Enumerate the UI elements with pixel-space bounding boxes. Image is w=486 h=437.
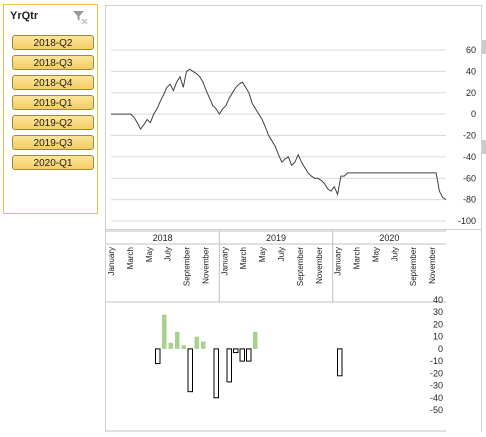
y-tick-label: -20	[463, 131, 476, 141]
bar	[201, 341, 206, 349]
bar	[213, 348, 219, 399]
bar	[194, 336, 199, 349]
line-chart-frame: 60 40 20 0 -20 -40 -60 -80 -100	[105, 5, 482, 230]
month-label: July	[277, 247, 286, 261]
slicer-item[interactable]: 2018-Q2	[12, 35, 94, 50]
bar	[162, 314, 167, 349]
month-label: March	[239, 247, 248, 269]
bar	[187, 348, 193, 393]
month-label: January	[107, 247, 116, 275]
month-label: May	[145, 247, 154, 262]
month-label: November	[315, 247, 324, 284]
yrqtr-slicer: YrQtr 2018-Q2 2018-Q3 2018-Q4 2019-Q1 2019-Q…	[3, 4, 98, 214]
y-tick-label: 20	[466, 88, 476, 98]
y-tick-label: -20	[430, 368, 443, 378]
bar	[181, 345, 186, 349]
y-tick-label: 20	[433, 319, 443, 329]
slicer-item[interactable]: 2019-Q3	[12, 135, 94, 150]
month-label: July	[164, 247, 173, 261]
month-label: March	[353, 247, 362, 269]
month-label: March	[126, 247, 135, 269]
y-tick-label: -60	[463, 173, 476, 183]
line-chart: 60 40 20 0 -20 -40 -60 -80 -100	[111, 45, 476, 226]
bar-chart-frame: 2018 2019 2020 January March May July September…	[105, 230, 482, 432]
y-tick-label: 60	[466, 45, 476, 55]
month-label: September	[296, 247, 305, 286]
month-label: September	[409, 247, 418, 286]
month-label: January	[334, 247, 343, 275]
clear-filter-icon[interactable]	[72, 9, 88, 25]
slicer-title: YrQtr	[10, 10, 39, 22]
slicer-item[interactable]: 2018-Q4	[12, 75, 94, 90]
bar-chart: 2018 2019 2020 January March May July September…	[106, 230, 446, 432]
y-tick-label: -100	[458, 216, 476, 226]
y-tick-label: -40	[430, 393, 443, 403]
bar	[155, 348, 161, 365]
month-label: May	[371, 247, 380, 262]
year-label: 2018	[153, 233, 173, 243]
month-label: September	[183, 247, 192, 286]
bar	[226, 348, 232, 383]
year-label: 2019	[266, 233, 286, 243]
bar	[168, 342, 173, 349]
bar	[337, 348, 343, 377]
y-tick-label: 0	[438, 344, 443, 354]
y-tick-label: -10	[430, 356, 443, 366]
month-label: January	[220, 247, 229, 275]
slicer-item[interactable]: 2020-Q1	[12, 155, 94, 170]
y-tick-label: -30	[430, 381, 443, 391]
bar	[175, 331, 180, 349]
month-label: July	[390, 247, 399, 261]
month-label: May	[258, 247, 267, 262]
bar	[253, 331, 258, 349]
slicer-item[interactable]: 2019-Q2	[12, 115, 94, 130]
y-tick-label: 0	[471, 109, 476, 119]
y-tick-label: 40	[466, 66, 476, 76]
y-tick-label: 30	[433, 307, 443, 317]
y-tick-label: 40	[433, 295, 443, 305]
y-tick-label: -80	[463, 195, 476, 205]
year-label: 2020	[379, 233, 399, 243]
month-label: November	[428, 247, 437, 284]
slicer-item[interactable]: 2018-Q3	[12, 55, 94, 70]
series-line	[111, 68, 447, 201]
slicer-item[interactable]: 2019-Q1	[12, 95, 94, 110]
y-tick-label: -50	[430, 405, 443, 415]
y-tick-label: 10	[433, 332, 443, 342]
y-tick-label: -40	[463, 152, 476, 162]
bar	[246, 348, 252, 362]
month-label: November	[201, 247, 210, 284]
scroll-handle[interactable]	[482, 40, 486, 54]
bar	[239, 348, 245, 362]
scroll-handle[interactable]	[482, 140, 486, 154]
bar	[233, 348, 239, 354]
